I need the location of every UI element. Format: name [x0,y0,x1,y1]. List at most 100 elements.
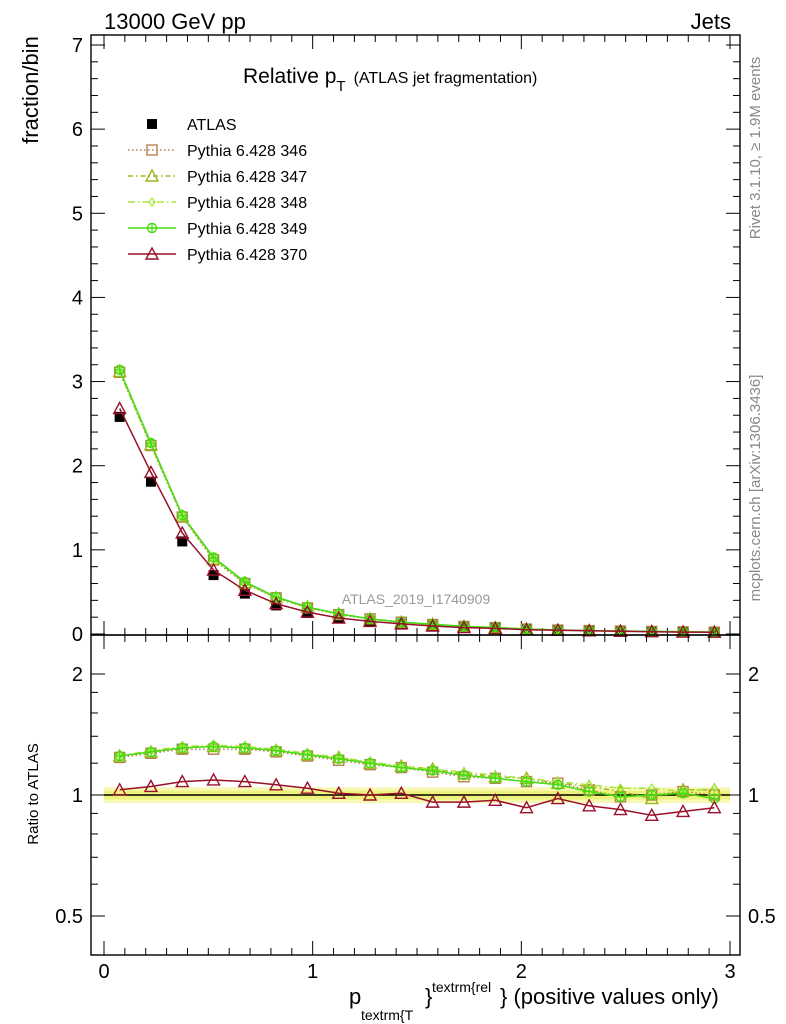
main-point [145,437,157,449]
legend-marker [146,144,158,156]
ratio-point [519,800,534,814]
legend-marker [148,197,156,207]
main-ytick-label: 5 [72,203,83,225]
legend-label: ATLAS [187,117,237,134]
ratio-point [143,779,159,793]
svg-text:}: } [425,984,432,1009]
main-point [177,536,188,547]
main-point [300,604,315,618]
ratio-ytick-label-right: 2 [748,664,759,686]
ratio-point [239,742,251,754]
main-point [644,624,659,638]
main-point [268,596,284,610]
main-point [331,610,346,624]
legend-label: Pythia 6.428 348 [187,195,307,212]
ratio-point [208,741,219,752]
ratio-point [646,789,657,801]
main-point [362,613,378,628]
ratio-point [206,772,221,786]
ratio-point [396,762,407,773]
main-ytick-label: 4 [72,287,83,309]
main-point [675,624,691,638]
main-ytick-label: 7 [72,35,83,57]
main-point [237,582,253,596]
ratio-point [268,777,284,791]
main-ytick-label: 1 [72,540,83,562]
ratio-point [175,774,190,788]
ratio-point [362,787,378,801]
ratio-point [394,785,409,799]
ratio-ytick-label-right: 1 [748,785,759,807]
ratio-series-line [119,745,715,800]
svg-text:p: p [349,984,361,1009]
main-point [177,510,188,521]
main-point [394,616,409,630]
main-point [425,618,440,632]
main-point [114,364,125,375]
ratio-point [613,802,628,816]
legend-marker [146,222,158,234]
ratio-point [302,749,313,760]
ratio-point [490,773,501,784]
main-point [145,476,156,487]
ratio-point [581,798,597,812]
xtick-label: 1 [307,961,318,983]
main-point [707,624,722,638]
ratio-point [710,783,719,794]
ratio-ylabel: Ratio to ATLAS [25,743,42,844]
main-point [143,464,159,479]
ratio-point [112,782,127,796]
main-plot: 0 1 2 3 4 5 6 7 [72,34,741,646]
legend-marker [144,168,160,182]
ratio-ytick-label: 2 [72,664,83,686]
x-axis-title: p textrm{T } textrm{rel } (positive valu… [349,979,719,1023]
plot-title-main: Relative p [243,65,336,88]
ratio-point [331,785,346,799]
legend-entry: Pythia 6.428 349 [128,221,307,238]
main-point [613,623,628,638]
main-point [175,525,190,539]
svg-text:Relative pT(ATLAS jet fragment: Relative pT (ATLAS jet fragmentation) [243,65,537,95]
ratio-point [615,791,626,802]
ratio-point [550,791,566,805]
analysis-watermark: ATLAS_2019_I1740909 [342,591,491,607]
main-point [206,562,221,576]
main-ylabel: fraction/bin [18,36,43,144]
legend-label: Pythia 6.428 347 [187,169,307,186]
legend-entry: Pythia 6.428 348 [128,195,307,212]
ratio-point [675,804,691,818]
xlabel-p: p [349,984,361,1009]
ratio-point [427,765,438,776]
ratio-series [112,772,722,822]
xlabel-tail: } (positive values only) [500,984,719,1009]
main-ytick-label: 2 [72,456,83,478]
legend-marker [144,246,160,260]
ratio-ytick-label-right: 0.5 [748,906,776,928]
ratio-point [521,776,532,787]
main-point [114,411,125,422]
ratio-series-line [119,779,715,817]
main-point [488,620,503,635]
ratio-point [583,786,595,797]
main-ytick-label: 6 [72,119,83,141]
legend-entry: Pythia 6.428 346 [128,143,307,160]
ratio-point [677,788,689,799]
main-series [112,401,722,638]
ratio-point [114,750,125,762]
header-energy-label: 13000 GeV pp [104,9,246,34]
legend: ATLAS Pythia 6.428 346 Pythia 6.428 347 Pyt… [128,117,307,264]
legend-marker [147,119,157,129]
plot-title-note: (ATLAS jet fragmentation) [354,70,538,87]
main-point [271,600,282,611]
main-point [112,401,127,415]
ratio-point [425,794,440,808]
plot-title: Relative pT (ATLAS jet fragmentation) [243,65,537,95]
svg-text:textrm{T: textrm{T [361,1007,414,1023]
legend-entry: Pythia 6.428 347 [128,168,307,186]
header-process-label: Jets [691,9,731,34]
ratio-point [177,742,188,754]
xlabel-brace: } [425,984,432,1009]
legend-label: Pythia 6.428 370 [187,247,307,264]
xlabel-sub: textrm{T [361,1007,414,1023]
